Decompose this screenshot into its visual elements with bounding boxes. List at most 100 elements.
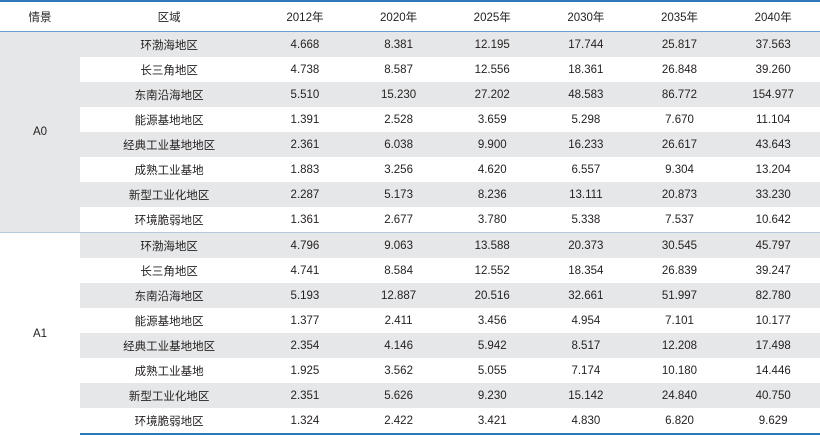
region-cell: 环渤海地区 [80,232,259,258]
value-cell: 3.421 [445,408,540,435]
value-cell: 9.629 [726,408,820,435]
header-year-2025: 2025年 [445,0,540,32]
value-cell: 37.563 [726,31,820,57]
table-row: 长三角地区 4.741 8.584 12.552 18.354 26.839 39.247 [0,258,820,283]
value-cell: 32.661 [539,283,633,308]
header-region: 区域 [80,0,259,32]
table-row: 环境脆弱地区 1.361 2.677 3.780 5.338 7.537 10.642 [0,207,820,233]
value-cell: 20.873 [632,182,727,207]
value-cell: 2.354 [258,333,352,358]
table-row: 经典工业基地地区 2.361 6.038 9.900 16.233 26.617 43.64… [0,132,820,157]
region-cell: 成熟工业基地 [134,365,204,378]
region-cell: 经典工业基地地区 [80,333,259,358]
value-cell: 4.741 [290,264,320,277]
region-cell: 能源基地地区 [134,315,204,328]
value-cell: 8.381 [351,31,446,57]
value-cell: 3.780 [477,213,507,226]
table-row: 东南沿海地区 5.510 15.230 27.202 48.583 86.772 154.9… [0,82,820,107]
region-cell: 东南沿海地区 [80,283,259,308]
value-cell: 4.954 [571,314,601,327]
value-cell: 6.038 [351,132,446,157]
table-row: 环境脆弱地区 1.324 2.422 3.421 4.830 6.820 9.629 [0,408,820,435]
value-cell: 4.146 [351,333,446,358]
value-cell: 5.193 [258,283,352,308]
value-cell: 8.236 [445,182,540,207]
header-year-2035: 2035年 [632,0,727,32]
header-row: 情景 区域 2012年 2020年 2025年 2030年 2035年 2040… [0,0,820,32]
value-cell: 17.498 [726,333,820,358]
value-cell: 86.772 [632,82,727,107]
value-cell: 8.584 [384,264,413,277]
header-year-2012: 2012年 [258,0,352,32]
value-cell: 1.391 [290,113,320,126]
value-cell: 15.142 [539,383,633,408]
value-cell: 5.942 [445,333,540,358]
value-cell: 1.883 [290,163,320,176]
value-cell: 51.997 [632,283,727,308]
value-cell: 3.562 [384,364,413,377]
value-cell: 33.230 [726,182,820,207]
value-cell: 3.456 [477,314,507,327]
region-cell: 新型工业化地区 [80,383,259,408]
region-cell: 环境脆弱地区 [134,214,204,227]
value-cell: 39.247 [755,264,791,277]
region-cell: 东南沿海地区 [80,82,259,107]
value-cell: 20.516 [445,283,540,308]
table-row: 成熟工业基地 1.925 3.562 5.055 7.174 10.180 14.446 [0,358,820,383]
value-cell: 9.304 [665,163,694,176]
value-cell: 5.626 [351,383,446,408]
value-cell: 5.055 [477,364,507,377]
value-cell: 154.977 [726,82,820,107]
value-cell: 12.195 [445,31,540,57]
value-cell: 18.354 [568,264,604,277]
value-cell: 7.670 [665,113,694,126]
table-row: 成熟工业基地 1.883 3.256 4.620 6.557 9.304 13.204 [0,157,820,182]
value-cell: 6.820 [632,408,727,435]
table-header: 情景 区域 2012年 2020年 2025年 2030年 2035年 2040… [0,0,820,32]
value-cell: 4.738 [290,63,320,76]
value-cell: 26.848 [661,63,698,76]
value-cell: 6.557 [571,163,601,176]
region-cell: 经典工业基地地区 [80,132,259,157]
value-cell: 1.377 [290,314,320,327]
value-cell: 45.797 [726,232,820,258]
value-cell: 5.173 [351,182,446,207]
value-cell: 48.583 [539,82,633,107]
value-cell: 39.260 [755,63,791,76]
value-cell: 10.180 [661,364,698,377]
table-row: 长三角地区 4.738 8.587 12.556 18.361 26.848 39.260 [0,57,820,82]
value-cell: 10.177 [755,314,791,327]
value-cell: 1.925 [290,364,320,377]
region-cell: 新型工业化地区 [80,182,259,207]
region-cell: 长三角地区 [140,265,198,278]
header-year-2020: 2020年 [351,0,446,32]
value-cell: 2.528 [384,113,413,126]
value-cell: 12.552 [474,264,510,277]
value-cell: 11.104 [756,113,791,126]
value-cell: 40.750 [726,383,820,408]
value-cell: 30.545 [632,232,727,258]
table-row: 能源基地地区 1.391 2.528 3.659 5.298 7.670 11.104 [0,107,820,132]
value-cell: 5.298 [571,113,601,126]
scenario-cell: A0 [0,31,81,233]
value-cell: 2.422 [351,408,446,435]
value-cell: 4.796 [258,232,352,258]
value-cell: 13.588 [445,232,540,258]
value-cell: 16.233 [539,132,633,157]
table-body: A0 环渤海地区 4.668 8.381 12.195 17.744 25.817 37.56… [0,31,820,435]
value-cell: 82.780 [726,283,820,308]
value-cell: 2.351 [258,383,352,408]
table-row: 能源基地地区 1.377 2.411 3.456 4.954 7.101 10.177 [0,308,820,333]
region-cell: 环境脆弱地区 [80,408,259,435]
value-cell: 4.620 [477,163,507,176]
value-cell: 26.839 [661,264,698,277]
table-row: 经典工业基地地区 2.354 4.146 5.942 8.517 12.208 17.498 [0,333,820,358]
value-cell: 12.208 [632,333,727,358]
value-cell: 7.101 [665,314,694,327]
value-cell: 27.202 [445,82,540,107]
header-scenario: 情景 [0,0,81,32]
region-cell: 能源基地地区 [134,114,204,127]
region-cell: 成熟工业基地 [134,164,204,177]
value-cell: 13.111 [539,182,633,207]
value-cell: 1.361 [290,213,320,226]
